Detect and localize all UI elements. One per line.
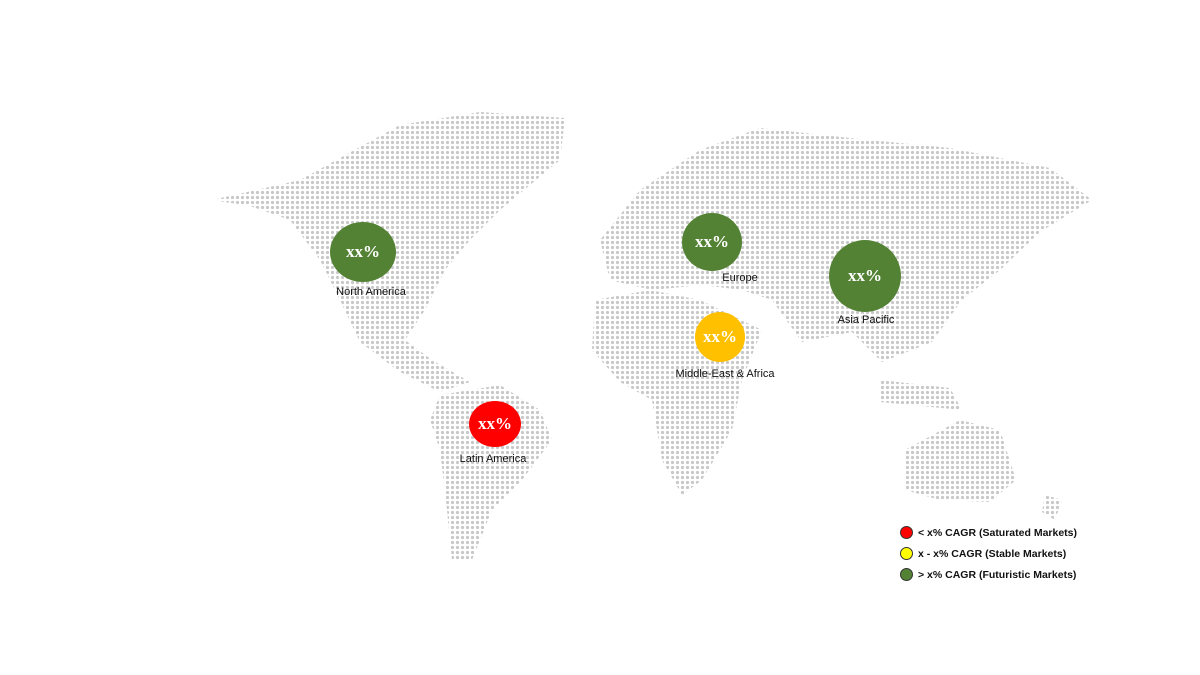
legend-item-saturated: < x% CAGR (Saturated Markets) xyxy=(900,522,1077,543)
legend-label: x - x% CAGR (Stable Markets) xyxy=(918,547,1067,560)
legend-swatch-green xyxy=(900,568,913,581)
legend-label: < x% CAGR (Saturated Markets) xyxy=(918,526,1078,539)
label-middle-east-africa: Middle-East & Africa xyxy=(675,368,775,380)
legend-swatch-yellow xyxy=(900,547,913,560)
legend-label: > x% CAGR (Futuristic Markets) xyxy=(918,568,1077,581)
label-latin-america: Latin America xyxy=(459,453,527,465)
bubble-middle-east-africa: xx% xyxy=(695,312,745,362)
landmass-south-america xyxy=(430,385,552,560)
landmass-australia xyxy=(905,420,1016,502)
legend-swatch-red xyxy=(900,526,913,539)
label-europe: Europe xyxy=(722,272,758,284)
legend-item-futuristic: > x% CAGR (Futuristic Markets) xyxy=(900,564,1077,585)
bubble-north-america: xx% xyxy=(330,222,396,282)
bubble-latin-america: xx% xyxy=(469,401,521,447)
landmass-southeast-asia xyxy=(880,380,962,410)
bubble-asia-pacific: xx% xyxy=(829,240,901,312)
label-asia-pacific: Asia Pacific xyxy=(837,314,895,326)
legend: < x% CAGR (Saturated Markets) x - x% CAG… xyxy=(900,522,1077,585)
label-north-america: North America xyxy=(336,286,406,298)
landmass-new-zealand xyxy=(1042,495,1062,520)
bubble-europe: xx% xyxy=(682,213,742,271)
legend-item-stable: x - x% CAGR (Stable Markets) xyxy=(900,543,1077,564)
